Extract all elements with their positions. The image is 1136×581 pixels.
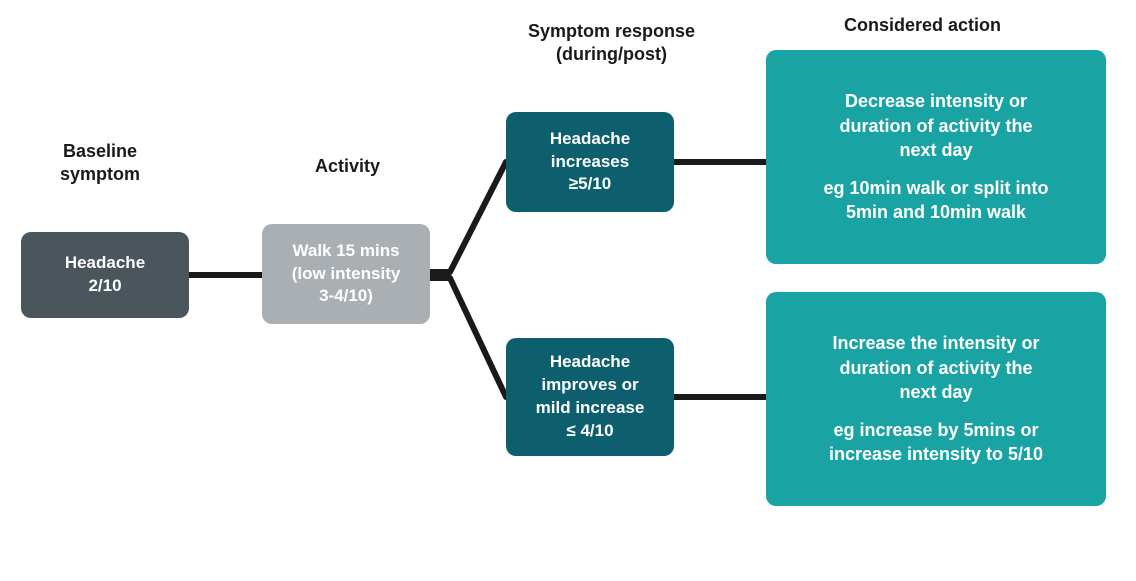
header-baseline-text: Baselinesymptom (60, 141, 140, 184)
node-text-line: mild increase (536, 397, 645, 420)
node-text-line: eg increase by 5mins or (833, 418, 1038, 442)
node-text-line: Headache (65, 252, 145, 275)
node-text-line: Headache (550, 128, 630, 151)
node-text-line: duration of activity the (839, 356, 1032, 380)
node-text-line: next day (899, 138, 972, 162)
header-baseline: Baselinesymptom (60, 140, 140, 187)
node-activity: Walk 15 mins(low intensity3-4/10) (262, 224, 430, 324)
node-text-line: next day (899, 380, 972, 404)
header-action-text: Considered action (844, 15, 1001, 35)
node-text-line: increases (551, 151, 629, 174)
node-text-line: increase intensity to 5/10 (829, 442, 1043, 466)
node-baseline: Headache2/10 (21, 232, 189, 318)
node-resp-up: Headacheincreases≥5/10 (506, 112, 674, 212)
node-text-line: Headache (550, 351, 630, 374)
node-text-line: eg 10min walk or split into (823, 176, 1048, 200)
header-activity-text: Activity (315, 156, 380, 176)
header-response-text: Symptom response(during/post) (528, 21, 695, 64)
node-text-line: Increase the intensity or (832, 331, 1039, 355)
node-text-line: Decrease intensity or (845, 89, 1027, 113)
node-text-line: improves or (541, 374, 638, 397)
node-text-line: ≥5/10 (569, 173, 611, 196)
node-text-line: ≤ 4/10 (566, 420, 613, 443)
header-activity: Activity (315, 155, 380, 178)
node-text-line: 5min and 10min walk (846, 200, 1026, 224)
node-text-line: 3-4/10) (319, 285, 373, 308)
edge-activity-to-resp_down (430, 278, 510, 397)
node-text-line: Walk 15 mins (292, 240, 399, 263)
node-text-line: duration of activity the (839, 114, 1032, 138)
header-response: Symptom response(during/post) (528, 20, 695, 67)
node-action-down: Increase the intensity orduration of act… (766, 292, 1106, 506)
node-text-line: 2/10 (88, 275, 121, 298)
node-text-line: (low intensity (292, 263, 401, 286)
node-resp-down: Headacheimproves ormild increase≤ 4/10 (506, 338, 674, 456)
edge-activity-to-resp_up (430, 162, 510, 272)
header-action: Considered action (844, 14, 1001, 37)
node-action-up: Decrease intensity orduration of activit… (766, 50, 1106, 264)
